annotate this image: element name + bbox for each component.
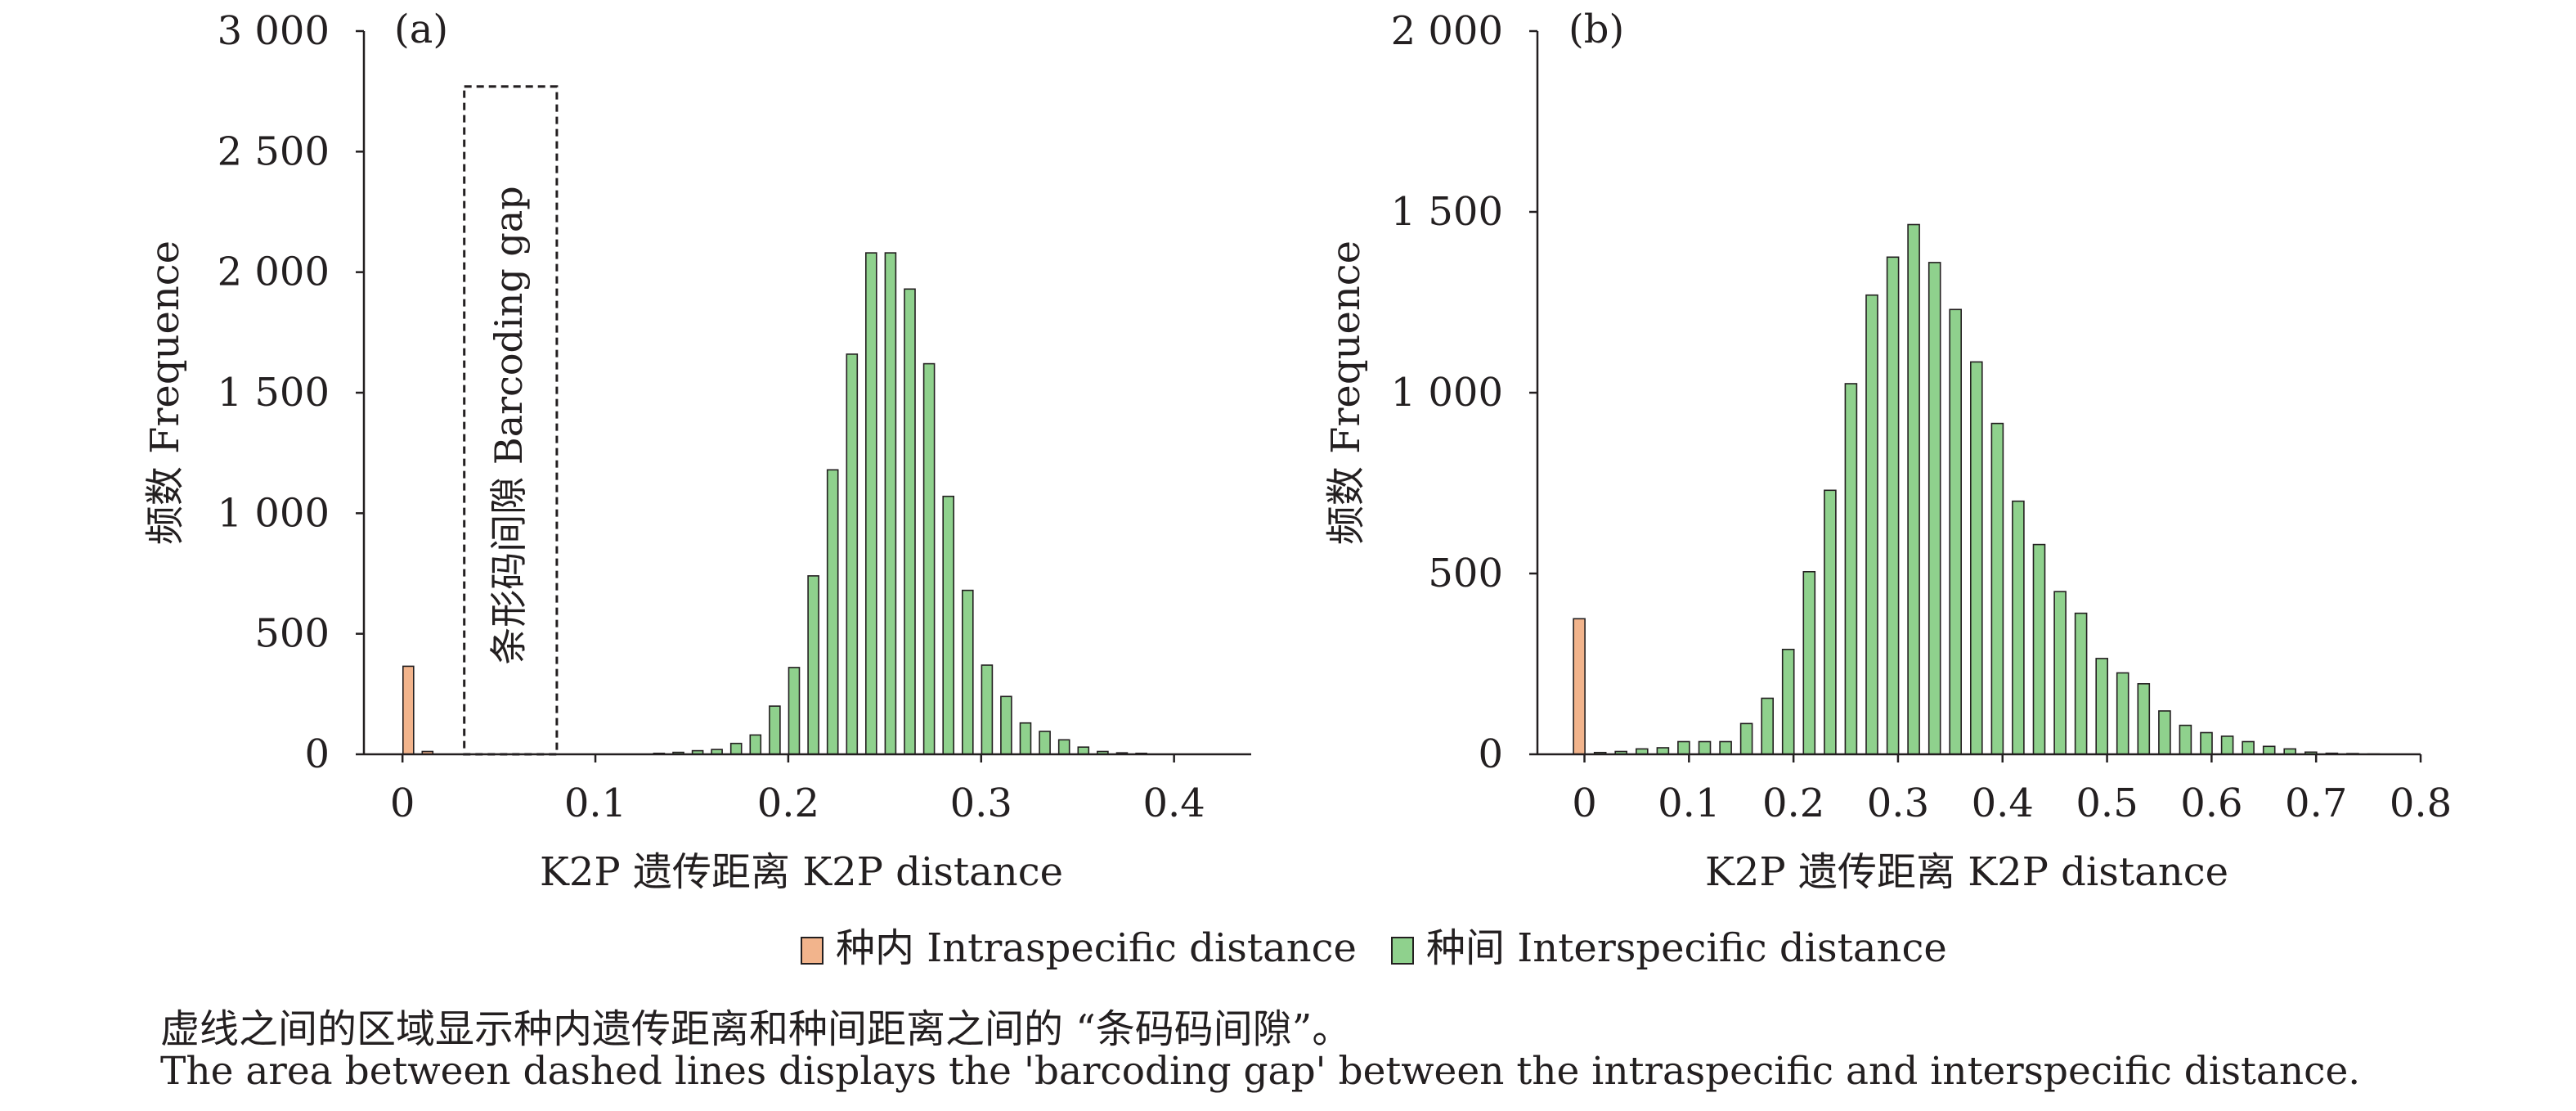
bar-intraspecific-0 — [1573, 618, 1586, 755]
x-tick-label: 0.4 — [1972, 780, 2034, 826]
panel-b-bars — [1573, 223, 2381, 755]
bar-interspecific-13 — [1865, 294, 1878, 755]
panel-b-label: (b) — [1568, 7, 1624, 52]
y-tick-label: 0 — [1478, 731, 1503, 777]
bar-interspecific-7 — [788, 667, 801, 755]
bar-interspecific-20 — [1039, 731, 1051, 755]
legend-swatch-interspecific — [1391, 937, 1414, 965]
y-tick-label: 1 000 — [1391, 370, 1503, 416]
legend-swatch-intraspecific — [801, 937, 824, 965]
bar-intraspecific-0 — [402, 665, 415, 755]
x-tick-label: 0.8 — [2390, 780, 2452, 826]
y-tick-label: 1 500 — [218, 370, 330, 416]
bar-interspecific-22 — [1077, 746, 1090, 755]
panel-b-xlabel: K2P 遗传距离 K2P distance — [1705, 849, 2228, 895]
panel-a-xlabel: K2P 遗传距离 K2P distance — [540, 849, 1063, 895]
bar-interspecific-29 — [2200, 731, 2213, 755]
bar-interspecific-15 — [942, 495, 954, 755]
bar-interspecific-17 — [1949, 308, 1962, 755]
y-tick-label: 2 000 — [218, 250, 330, 295]
bar-interspecific-14 — [922, 362, 936, 755]
bar-interspecific-31 — [2242, 740, 2255, 755]
bar-interspecific-5 — [1698, 740, 1712, 755]
bar-interspecific-22 — [2053, 591, 2067, 755]
bar-interspecific-4 — [1677, 740, 1690, 755]
legend: 种内 Intraspecific distance 种间 Interspecif… — [801, 925, 1947, 971]
x-tick-label: 0.4 — [1142, 780, 1205, 826]
bar-interspecific-21 — [2032, 543, 2046, 755]
bar-interspecific-6 — [769, 705, 781, 755]
bar-interspecific-18 — [1000, 695, 1012, 755]
panel-b-axes: 0 500 1 000 1 500 2 000 0 0.1 0.2 0.3 0.4 0.5 0.6 0.… — [1391, 8, 2453, 826]
panel-b-ylabel: 频数 Frequence — [1323, 241, 1369, 545]
x-tick-label: 0 — [390, 780, 415, 826]
y-tick-label: 2 000 — [1391, 8, 1503, 54]
panel-a-bars — [402, 252, 1147, 755]
bar-interspecific-19 — [1019, 722, 1032, 755]
bar-interspecific-11 — [865, 252, 877, 755]
panel-a-chart: (a) 频数 Frequence K2P 遗传距离 K2P distance 条… — [142, 7, 1251, 895]
legend-label-interspecific: 种间 Interspecific distance — [1426, 925, 1947, 971]
panel-a-axes: 0 500 1 000 1 500 2 000 2 500 3 000 0 0.1 0.2 0.3 0… — [218, 8, 1251, 826]
barcoding-gap-annotation: 条形码间隙 Barcoding gap — [487, 186, 531, 664]
bar-interspecific-13 — [904, 288, 916, 755]
bar-interspecific-28 — [2179, 724, 2192, 755]
bar-interspecific-10 — [846, 353, 859, 755]
bar-interspecific-15 — [1907, 223, 1920, 755]
bar-interspecific-5 — [749, 734, 762, 755]
caption-english: The area between dashed lines displays t… — [160, 1049, 2361, 1094]
legend-label-intraspecific: 种内 Intraspecific distance — [836, 925, 1357, 971]
bar-interspecific-9 — [826, 469, 839, 755]
bar-interspecific-18 — [1970, 361, 1983, 755]
bar-interspecific-26 — [2137, 682, 2151, 755]
x-tick-label: 0.1 — [564, 780, 626, 826]
y-tick-label: 1 000 — [218, 490, 330, 536]
bar-interspecific-12 — [1844, 383, 1858, 755]
bar-interspecific-10 — [1802, 570, 1816, 755]
bar-interspecific-27 — [2158, 710, 2171, 755]
panel-a-label: (a) — [394, 7, 448, 52]
bar-interspecific-25 — [2116, 672, 2129, 755]
bar-interspecific-11 — [1824, 489, 1837, 755]
x-tick-label: 0.2 — [757, 780, 819, 826]
bar-interspecific-8 — [807, 575, 819, 755]
bar-interspecific-32 — [2262, 745, 2276, 755]
bar-interspecific-7 — [1739, 722, 1753, 755]
x-tick-label: 0.3 — [1867, 780, 1929, 826]
bar-interspecific-23 — [2074, 612, 2088, 755]
y-tick-label: 500 — [1428, 551, 1503, 596]
bar-interspecific-12 — [884, 252, 897, 755]
y-tick-label: 2 500 — [218, 128, 330, 174]
bar-interspecific-9 — [1781, 648, 1795, 755]
y-tick-label: 3 000 — [218, 8, 330, 54]
x-tick-label: 0.6 — [2180, 780, 2242, 826]
bar-interspecific-14 — [1886, 256, 1900, 755]
bar-interspecific-6 — [1719, 740, 1732, 755]
caption-chinese: 虚线之间的区域显示种内遗传距离和种间距离之间的 “条码码间隙”。 — [160, 1006, 1352, 1052]
y-tick-label: 0 — [304, 731, 330, 777]
panel-a-ylabel: 频数 Frequence — [142, 241, 188, 545]
x-tick-label: 0.5 — [2076, 780, 2138, 826]
bar-interspecific-21 — [1057, 739, 1070, 755]
bar-interspecific-30 — [2220, 735, 2234, 755]
x-tick-label: 0 — [1572, 780, 1597, 826]
bar-interspecific-17 — [981, 664, 994, 755]
bar-interspecific-8 — [1761, 697, 1774, 755]
x-tick-label: 0.3 — [950, 780, 1012, 826]
x-tick-label: 0.1 — [1658, 780, 1720, 826]
bar-interspecific-20 — [2012, 500, 2025, 755]
y-tick-label: 1 500 — [1391, 189, 1503, 235]
bar-interspecific-16 — [962, 589, 974, 755]
x-tick-label: 0.2 — [1762, 780, 1824, 826]
bar-interspecific-16 — [1928, 262, 1941, 755]
x-tick-label: 0.7 — [2285, 780, 2347, 826]
bar-interspecific-4 — [729, 742, 743, 755]
y-tick-label: 500 — [254, 611, 330, 657]
bar-interspecific-24 — [2095, 658, 2108, 755]
bar-interspecific-19 — [1990, 422, 2004, 755]
panel-b-chart: (b) 频数 Frequence K2P 遗传距离 K2P distance 0… — [1323, 7, 2452, 895]
